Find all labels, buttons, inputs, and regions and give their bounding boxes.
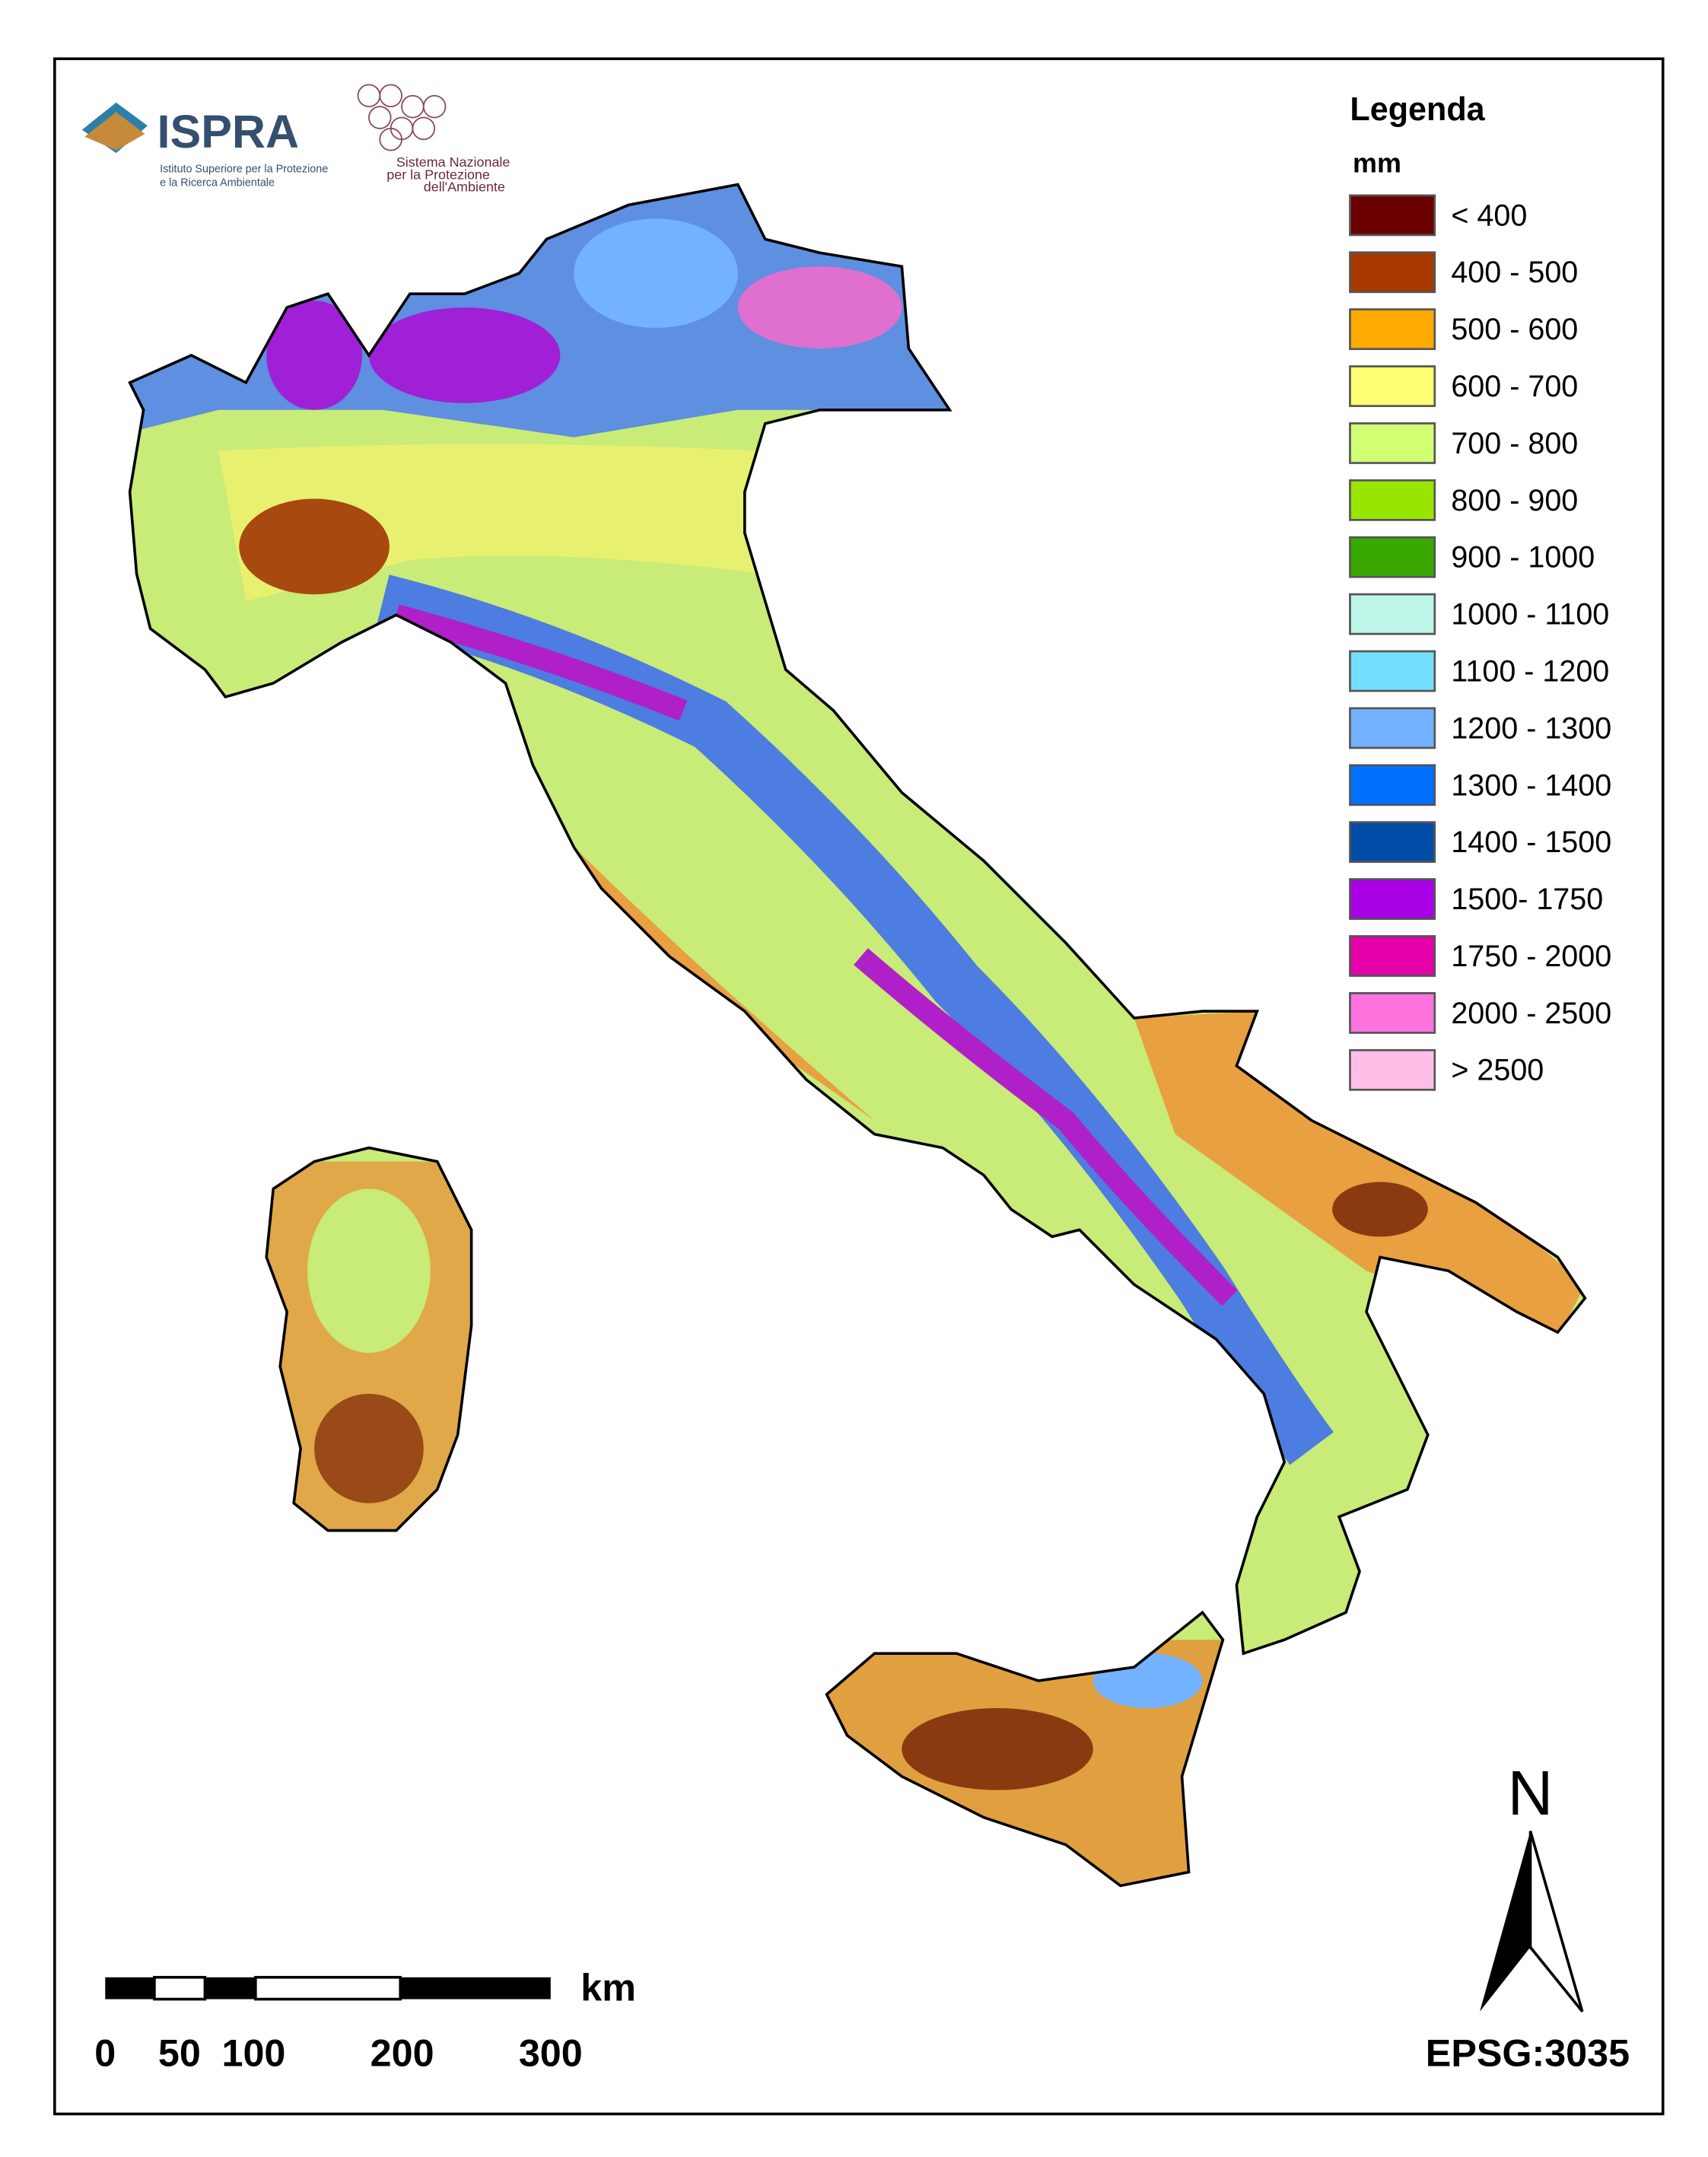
legend-swatch <box>1349 365 1436 407</box>
logo-text: dell'Ambiente <box>424 179 505 194</box>
legend-label: 900 - 1000 <box>1451 541 1595 574</box>
legend-label: 2000 - 2500 <box>1451 997 1611 1030</box>
legend-label: 1400 - 1500 <box>1451 826 1611 859</box>
legend-swatch <box>1349 878 1436 920</box>
legend-swatch <box>1349 650 1436 692</box>
legend-label: 1500- 1750 <box>1451 883 1603 916</box>
legend-label: 500 - 600 <box>1451 313 1578 346</box>
legend-title: Legenda <box>1350 91 1485 128</box>
north-arrow: N <box>1480 1758 1584 2012</box>
legend-swatch <box>1349 991 1436 1034</box>
legend-label: 600 - 700 <box>1451 370 1578 403</box>
logo-text: per la Protezione <box>386 167 490 182</box>
legend-label: > 2500 <box>1451 1054 1544 1087</box>
ispra-logo: ISPRA Istituto Superiore per la Protezio… <box>81 102 328 189</box>
legend-swatch <box>1349 707 1436 749</box>
legend-swatch <box>1349 308 1436 351</box>
north-label: N <box>1508 1758 1554 1828</box>
legend-swatch <box>1349 935 1436 977</box>
logo-subtitle: e la Ricerca Ambientale <box>160 177 275 189</box>
logo-text: Sistema Nazionale <box>396 154 510 170</box>
legend-label: 400 - 500 <box>1451 256 1578 289</box>
scale-label: 50 <box>158 2031 201 2075</box>
scale-label: 100 <box>222 2031 286 2075</box>
legend-label: 1200 - 1300 <box>1451 711 1611 745</box>
legend-label: 1750 - 2000 <box>1451 940 1611 973</box>
legend-swatch <box>1349 821 1436 864</box>
legend: Legenda mm < 400 400 - 500 500 - 600 600 - … <box>1349 91 1611 1091</box>
legend-swatch <box>1349 593 1436 635</box>
legend-swatch <box>1349 764 1436 806</box>
legend-swatch <box>1349 251 1436 294</box>
legend-swatch <box>1349 1048 1436 1091</box>
legend-swatch <box>1349 422 1436 464</box>
scale-label: 200 <box>371 2031 434 2075</box>
coastline <box>128 183 1587 1888</box>
legend-label: 1100 - 1200 <box>1451 654 1609 688</box>
legend-swatch <box>1349 536 1436 578</box>
scale-label: 300 <box>519 2031 583 2075</box>
legend-label: 700 - 800 <box>1451 427 1578 460</box>
legend-label: 1000 - 1100 <box>1451 598 1609 632</box>
logo-subtitle: Istituto Superiore per la Protezione <box>160 163 328 175</box>
scale-label: 0 <box>94 2031 116 2075</box>
legend-label: 800 - 900 <box>1451 484 1578 517</box>
snpa-logo: Sistema Nazionale per la Protezione dell… <box>357 84 510 194</box>
legend-label: < 400 <box>1451 199 1527 232</box>
legend-label: 1300 - 1400 <box>1451 768 1611 802</box>
logo-name: ISPRA <box>157 106 300 157</box>
scale-bar: km 0 50 100 200 300 <box>94 1965 636 2074</box>
legend-unit: mm <box>1353 147 1401 178</box>
projection: EPSG:3035 <box>1426 2031 1630 2075</box>
legend-swatch <box>1349 479 1436 521</box>
legend-swatch <box>1349 194 1436 237</box>
scale-unit: km <box>580 1965 636 2009</box>
